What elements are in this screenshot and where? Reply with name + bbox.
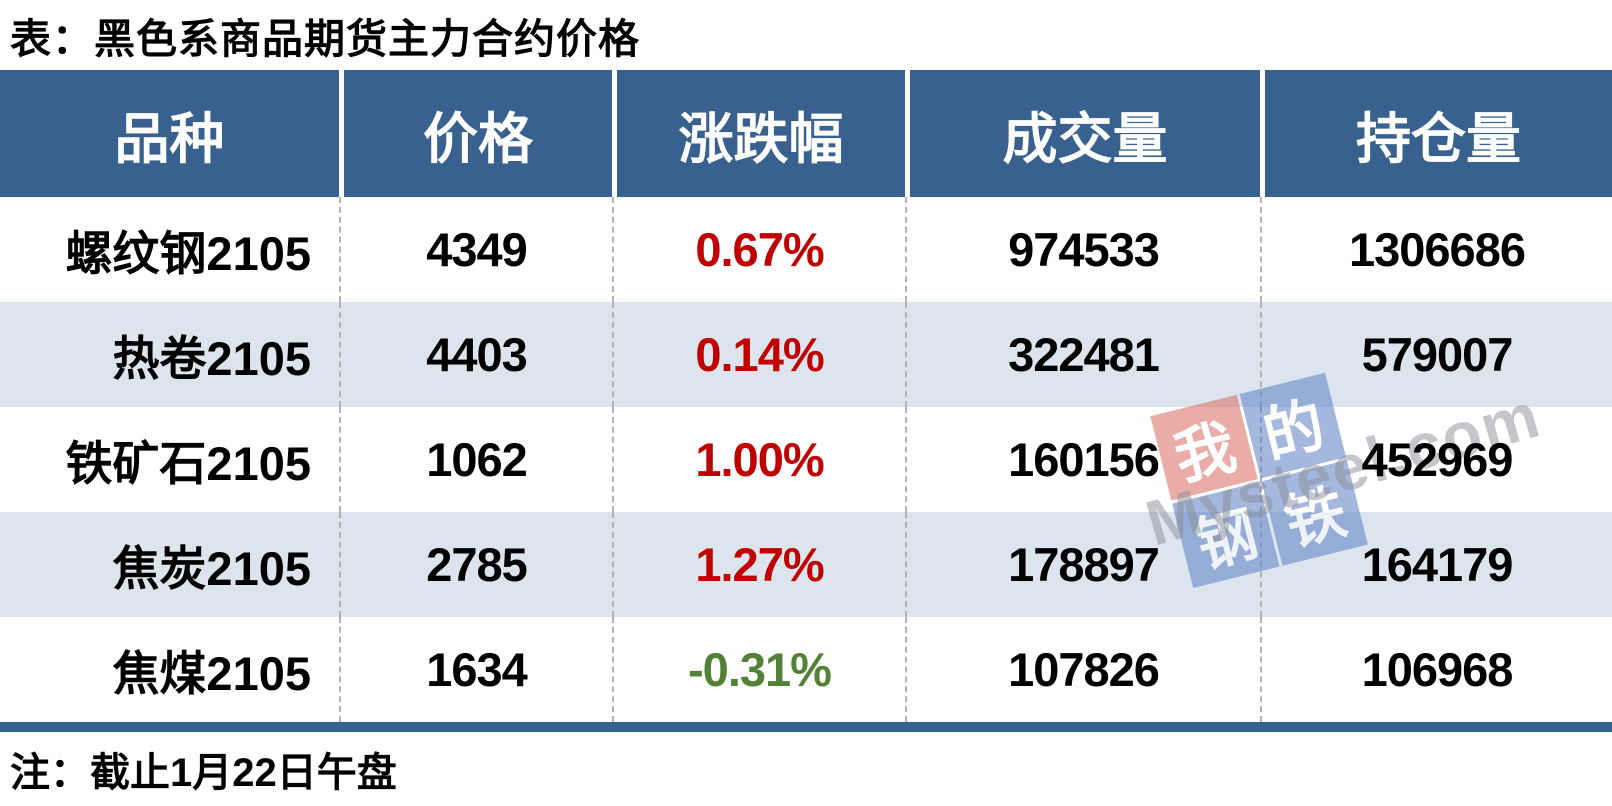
cell-open-interest: 579007 (1260, 302, 1612, 407)
cell-change: -0.31% (612, 617, 905, 722)
cell-change: 1.27% (612, 512, 905, 617)
cell-variety: 螺纹钢2105 (65, 227, 311, 280)
cell-variety: 铁矿石2105 (65, 437, 311, 490)
cell-volume: 974533 (905, 197, 1260, 302)
cell-change: 0.14% (612, 302, 905, 407)
futures-table: 品种 价格 涨跌幅 成交量 持仓量 螺纹钢2105 4349 0.67% 974… (0, 70, 1612, 722)
cell-price: 4403 (339, 302, 612, 407)
cell-volume: 322481 (905, 302, 1260, 407)
cell-price: 1062 (339, 407, 612, 512)
cell-change: 0.67% (612, 197, 905, 302)
header-variety: 品种 (0, 70, 339, 197)
table-header-row: 品种 价格 涨跌幅 成交量 持仓量 (0, 70, 1612, 197)
header-price: 价格 (339, 70, 612, 197)
cell-variety: 焦炭2105 (112, 542, 311, 595)
footnote: 注：截止1月22日午盘 (10, 751, 397, 795)
cell-volume: 160156 (905, 407, 1260, 512)
cell-price: 4349 (339, 197, 612, 302)
cell-volume: 107826 (905, 617, 1260, 722)
cell-open-interest: 164179 (1260, 512, 1612, 617)
cell-price: 1634 (339, 617, 612, 722)
cell-variety: 热卷2105 (112, 332, 311, 385)
header-change: 涨跌幅 (612, 70, 905, 197)
table-row: 螺纹钢2105 4349 0.67% 974533 1306686 (0, 197, 1612, 302)
header-open-interest: 持仓量 (1260, 70, 1612, 197)
table-row: 焦煤2105 1634 -0.31% 107826 106968 (0, 617, 1612, 722)
page-title: 表：黑色系商品期货主力合约价格 (10, 16, 640, 62)
header-volume: 成交量 (905, 70, 1260, 197)
cell-variety: 焦煤2105 (112, 647, 311, 700)
cell-open-interest: 1306686 (1260, 197, 1612, 302)
cell-change: 1.00% (612, 407, 905, 512)
table-row: 热卷2105 4403 0.14% 322481 579007 (0, 302, 1612, 407)
cell-open-interest: 452969 (1260, 407, 1612, 512)
cell-price: 2785 (339, 512, 612, 617)
table-row: 焦炭2105 2785 1.27% 178897 164179 (0, 512, 1612, 617)
cell-open-interest: 106968 (1260, 617, 1612, 722)
cell-volume: 178897 (905, 512, 1260, 617)
table-row: 铁矿石2105 1062 1.00% 160156 452969 (0, 407, 1612, 512)
bottom-divider-bar (0, 722, 1612, 732)
